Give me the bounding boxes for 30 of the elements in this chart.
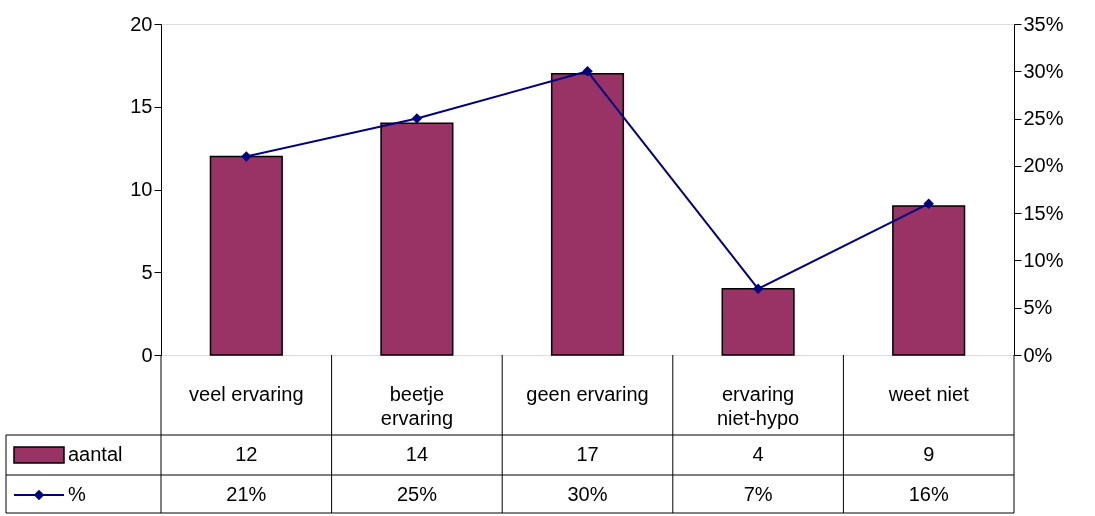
y2-tick-label: 20% [1023, 154, 1064, 177]
data-label: 25% [396, 483, 438, 505]
x-tick-label: beetje ervaring [380, 383, 454, 429]
y2-tick-label: 5% [1023, 296, 1053, 319]
x-tick-label: veel ervaring [189, 383, 304, 405]
data-label: 4 [752, 443, 764, 465]
x-tick-label: geen ervaring [526, 383, 649, 405]
data-label: 7% [743, 483, 773, 505]
y-tick-label: 10 [130, 178, 153, 200]
data-label: 30% [567, 483, 608, 505]
y-tick-label: 15 [130, 95, 153, 118]
data-label: 14 [405, 443, 429, 465]
y2-tick-label: 30% [1023, 59, 1064, 82]
data-label: 16% [908, 483, 949, 505]
y2-tick-label: 25% [1023, 107, 1064, 130]
data-label: 9 [923, 443, 935, 465]
data-label: 17 [576, 443, 599, 465]
y-tick-label: 0 [141, 343, 153, 366]
x-tick-label: weet niet [887, 383, 970, 405]
data-label: 12 [235, 443, 258, 465]
y2-tick-label: 35% [1023, 12, 1064, 35]
y-tick-label: 5 [141, 260, 153, 283]
legend-label: aantal [68, 443, 123, 465]
data-label: 21% [226, 483, 267, 505]
legend-label: % [68, 483, 86, 505]
y-tick-label: 20 [130, 12, 153, 35]
y2-tick-label: 15% [1023, 201, 1064, 224]
y2-tick-label: 0% [1023, 343, 1053, 366]
y2-tick-label: 10% [1023, 248, 1064, 271]
x-tick-label: ervaring niet-hypo [716, 383, 800, 429]
